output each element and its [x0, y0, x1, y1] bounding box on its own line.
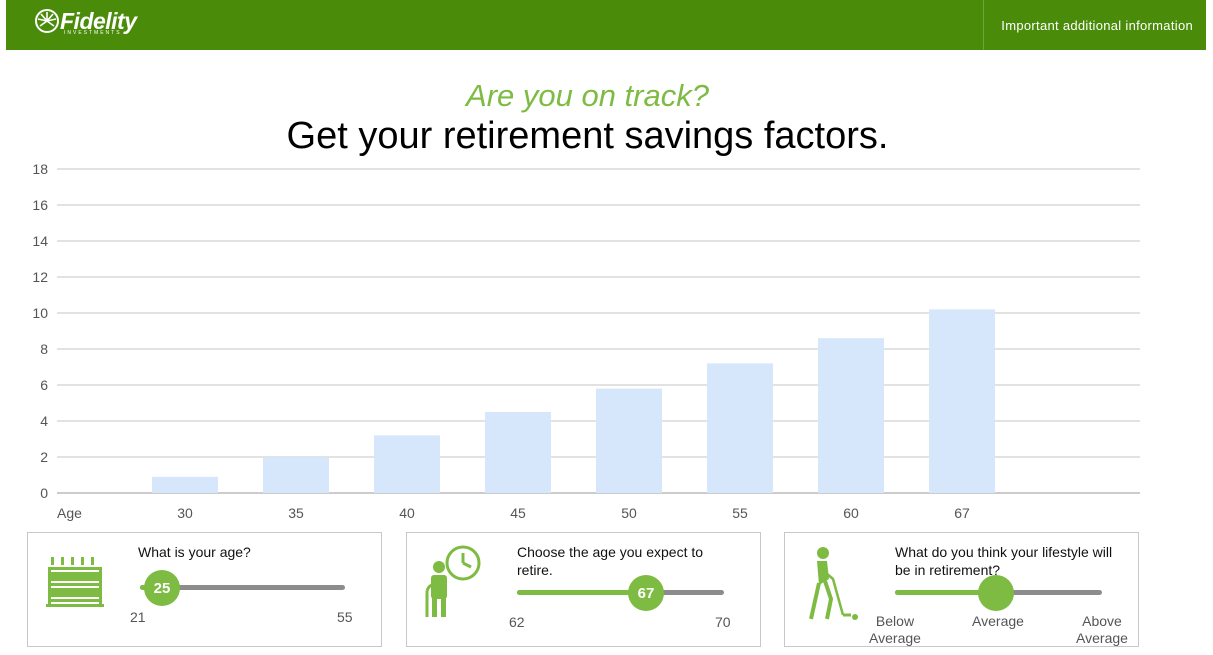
retire-slider-handle[interactable]: 67: [628, 575, 664, 611]
age-slider-handle[interactable]: 25: [144, 570, 180, 606]
lifestyle-question: What do you think your lifestyle will be…: [895, 544, 1113, 578]
age-panel: What is your age? 25 21 55: [27, 532, 382, 647]
y-tick-label: 0: [40, 485, 48, 501]
x-tick-label: 35: [288, 505, 304, 521]
bar: [596, 388, 662, 493]
top-header: Fidelity INVESTMENTS Important additiona…: [6, 0, 1206, 50]
retire-slider-fill: [517, 590, 647, 595]
x-tick-label: 30: [177, 505, 193, 521]
x-tick-label: 50: [621, 505, 637, 521]
bar: [152, 476, 218, 493]
x-tick-label: 60: [843, 505, 859, 521]
lifestyle-slider-handle[interactable]: [978, 575, 1014, 611]
y-tick-label: 8: [40, 341, 48, 357]
savings-factor-chart: 0 2 4 6 8 10 12 14 16 18 Age 30 35 40 45 50 55 60 67: [32, 161, 1140, 521]
lifestyle-slider-fill: [895, 590, 995, 595]
y-tick-label: 18: [32, 161, 48, 177]
age-slider-track[interactable]: [140, 585, 345, 590]
logo-text: Fidelity: [60, 8, 137, 34]
important-info-link[interactable]: Important additional information: [1001, 18, 1193, 33]
logo-starburst-icon: [35, 9, 59, 33]
x-tick-label: 55: [732, 505, 748, 521]
retire-max-label: 70: [715, 614, 731, 630]
logo-subtext: INVESTMENTS: [64, 30, 122, 36]
age-min-label: 21: [130, 609, 146, 625]
y-tick-label: 10: [32, 305, 48, 321]
golfer-icon: [809, 547, 858, 620]
retire-min-label: 62: [509, 614, 525, 630]
x-axis-title: Age: [57, 505, 82, 521]
y-tick-label: 12: [32, 269, 48, 285]
bar: [707, 363, 773, 493]
y-tick-label: 14: [32, 233, 48, 249]
lifestyle-panel: What do you think your lifestyle will be…: [784, 532, 1139, 647]
y-tick-label: 6: [40, 377, 48, 393]
lifestyle-option-above-average[interactable]: Above Average: [1076, 613, 1128, 646]
lifestyle-option-below-average[interactable]: Below Average: [869, 613, 921, 646]
retirement-age-panel: Choose the age you expect to retire. 67 …: [406, 532, 761, 647]
birthday-cake-icon: [46, 557, 104, 607]
bar: [818, 338, 884, 493]
page-title: Get your retirement savings factors.: [286, 115, 889, 157]
x-tick-label: 67: [954, 505, 970, 521]
age-question: What is your age?: [138, 544, 251, 560]
bar: [929, 309, 995, 493]
fidelity-logo[interactable]: Fidelity INVESTMENTS: [34, 8, 137, 36]
retiree-clock-icon: [425, 545, 481, 617]
y-tick-label: 16: [32, 197, 48, 213]
bar: [485, 412, 551, 493]
age-max-label: 55: [337, 609, 353, 625]
x-tick-label: 45: [510, 505, 526, 521]
header-divider: [983, 0, 984, 50]
x-tick-label: 40: [399, 505, 415, 521]
retire-question: Choose the age you expect to retire.: [517, 544, 704, 578]
page-subtitle: Are you on track?: [466, 78, 709, 113]
bar: [263, 457, 329, 493]
y-tick-label: 2: [40, 449, 48, 465]
bar: [374, 435, 440, 493]
lifestyle-option-average[interactable]: Average: [972, 613, 1024, 629]
y-tick-label: 4: [40, 413, 48, 429]
